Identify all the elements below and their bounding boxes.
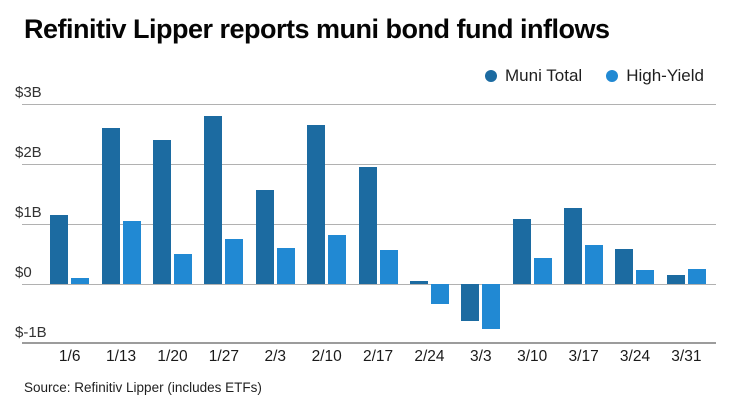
- bar-high-yield-1-27: [225, 239, 244, 284]
- bar-high-yield-1-20: [173, 254, 192, 284]
- y-tick-label: $2B: [15, 144, 42, 161]
- x-tick-label-3-31: 3/31: [671, 348, 702, 365]
- bar-muni-total-2-24: [409, 281, 428, 284]
- bar-muni-total-1-20: [152, 140, 171, 284]
- plot-area: [22, 104, 716, 346]
- y-tick-label: $-1B: [15, 324, 47, 341]
- x-tick-label-1-13: 1/13: [106, 348, 137, 365]
- bar-muni-total-2-3: [255, 189, 274, 284]
- x-tick-label-3-17: 3/17: [568, 348, 599, 365]
- bar-high-yield-2-10: [328, 234, 347, 284]
- gridline-2b: [22, 164, 716, 165]
- x-tick-label-1-27: 1/27: [208, 348, 239, 365]
- bar-muni-total-3-24: [615, 249, 634, 284]
- x-tick-label-3-3: 3/3: [470, 348, 492, 365]
- y-tick-label: $0: [15, 264, 32, 281]
- bar-high-yield-2-24: [430, 284, 449, 304]
- bar-muni-total-2-17: [358, 167, 377, 284]
- legend-label: Muni Total: [505, 66, 583, 85]
- bar-muni-total-3-3: [461, 284, 480, 322]
- y-tick-label: $1B: [15, 204, 42, 221]
- x-tick-label-2-17: 2/17: [362, 348, 394, 365]
- chart-title: Refinitiv Lipper reports muni bond fund …: [24, 14, 610, 44]
- x-tick-label-2-24: 2/24: [414, 348, 445, 365]
- bar-muni-total-2-10: [307, 125, 326, 284]
- legend: Muni Total High-Yield: [485, 64, 704, 88]
- legend-item-high-yield: High-Yield: [606, 66, 704, 86]
- bar-muni-total-3-17: [564, 207, 583, 284]
- gridline--1b: [22, 342, 716, 344]
- bar-muni-total-1-6: [50, 215, 69, 284]
- legend-label: High-Yield: [626, 66, 704, 85]
- bar-high-yield-3-3: [482, 284, 501, 329]
- bar-muni-total-3-31: [666, 275, 685, 284]
- x-tick-label-2-3: 2/3: [264, 348, 287, 365]
- x-axis-labels: 1/6 1/13 1/20 1/27 2/3 2/10 2/17 2/24 3/3 3/10 3/1…: [44, 348, 712, 366]
- gridline-3b: [22, 104, 716, 105]
- x-tick-label-3-24: 3/24: [619, 348, 651, 365]
- bar-high-yield-1-13: [122, 221, 141, 284]
- bar-muni-total-1-13: [101, 128, 120, 284]
- y-tick-label: $3B: [15, 84, 42, 101]
- bar-high-yield-2-3: [276, 248, 295, 284]
- x-tick-label-1-20: 1/20: [157, 348, 188, 365]
- bar-high-yield-3-31: [687, 269, 706, 284]
- legend-dot-high-yield: [606, 70, 619, 82]
- x-tick-label-3-10: 3/10: [517, 348, 548, 365]
- bar-high-yield-3-10: [533, 258, 552, 284]
- x-tick-label-2-10: 2/10: [311, 348, 342, 365]
- bar-high-yield-1-6: [71, 278, 90, 284]
- bar-high-yield-2-17: [379, 249, 398, 284]
- bar-muni-total-3-10: [512, 219, 531, 284]
- legend-item-muni-total: Muni Total: [485, 66, 582, 86]
- bar-high-yield-3-17: [585, 245, 604, 284]
- legend-dot-muni-total: [485, 70, 498, 82]
- bar-muni-total-1-27: [204, 116, 223, 284]
- source-note: Source: Refinitiv Lipper (includes ETFs): [24, 380, 262, 395]
- bar-high-yield-3-24: [636, 270, 655, 284]
- x-tick-label-1-6: 1/6: [58, 348, 81, 365]
- gridline-0: [22, 284, 716, 285]
